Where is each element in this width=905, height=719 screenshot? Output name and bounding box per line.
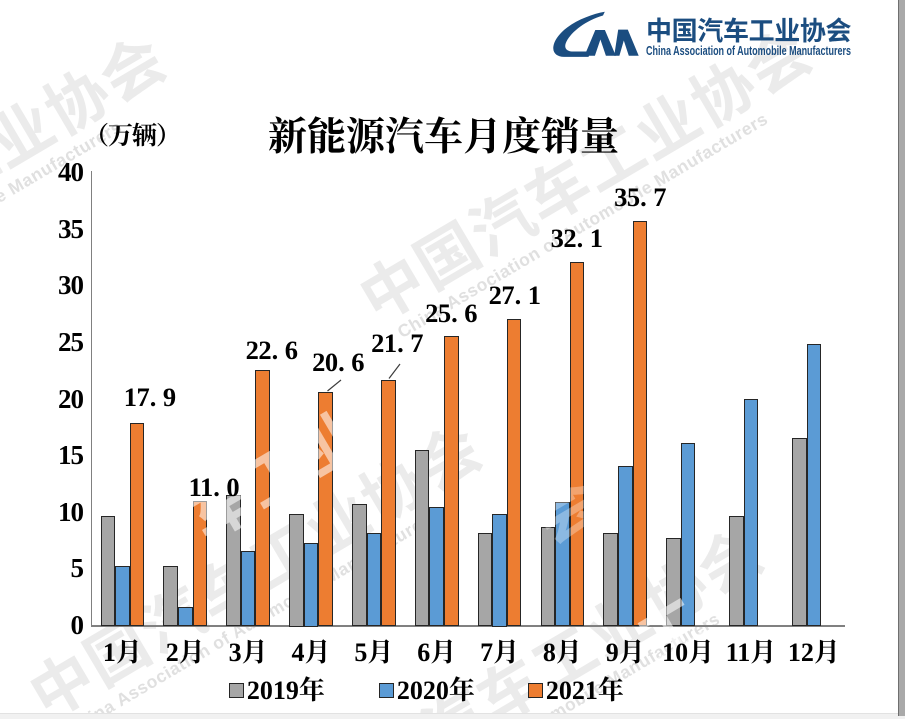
- data-label-25.6: 25. 6: [425, 298, 477, 328]
- x-tick-label-6月: 6月: [417, 638, 457, 667]
- logo-org-name-cjk: 中国汽车工业协会: [646, 11, 852, 48]
- data-label-11.0: 11. 0: [188, 472, 240, 502]
- leader-line-20.6: [327, 379, 342, 392]
- data-label-17.9: 17. 9: [123, 382, 176, 412]
- x-tick-label-10月: 10月: [662, 638, 715, 667]
- horizontal-scrollbar[interactable]: [0, 712, 905, 719]
- x-tick-label-3月: 3月: [228, 638, 268, 667]
- bar-2020年-12月: [806, 343, 822, 627]
- x-tick-label-5月: 5月: [354, 638, 394, 667]
- data-label-22.6: 22. 6: [245, 335, 298, 365]
- bar-2021年-2月: [192, 500, 208, 627]
- y-tick-label-25: 25: [58, 326, 84, 357]
- bar-2021年-3月: [255, 369, 271, 627]
- logo-org-name-en: China Association of Automobile Manufact…: [646, 43, 851, 58]
- data-label-27.1: 27. 1: [488, 279, 541, 310]
- legend-swatch-2021年: [528, 683, 543, 698]
- bar-2019年-2月: [163, 566, 178, 627]
- bar-2020年-2月: [177, 607, 193, 627]
- x-tick-label-1月: 1月: [102, 638, 142, 667]
- bar-2021年-6月: [444, 335, 459, 627]
- decimal-point: .: [338, 347, 345, 377]
- x-tick-label-2月: 2月: [165, 638, 205, 667]
- y-axis-line: [90, 170, 92, 627]
- decimal-point: .: [271, 335, 279, 365]
- y-tick-label-30: 30: [58, 270, 84, 301]
- decimal-point: .: [213, 472, 220, 502]
- legend-label-2019年: 2019年: [246, 676, 325, 705]
- x-tick-label-4月: 4月: [291, 638, 331, 667]
- logo-m-left-peak-icon: [584, 30, 616, 56]
- vertical-scrollbar[interactable]: [897, 0, 905, 716]
- bar-2019年-9月: [603, 532, 618, 627]
- logo-swoosh-c-icon: [553, 11, 605, 57]
- y-tick-label-20: 20: [58, 383, 84, 414]
- bar-2020年-9月: [617, 465, 633, 627]
- x-axis-line: [90, 625, 846, 627]
- leader-line-21.7: [388, 363, 401, 379]
- bar-2020年-3月: [240, 550, 256, 627]
- logo-m-right-peak-icon: [614, 29, 639, 56]
- bar-2020年-5月: [366, 532, 382, 627]
- chart-title: 新能源汽车月度销量: [267, 106, 619, 162]
- decimal-point: .: [640, 181, 647, 212]
- bar-2021年-4月: [318, 392, 333, 627]
- decimal-point: .: [514, 279, 522, 310]
- bar-2020年-1月: [115, 566, 130, 627]
- decimal-point: .: [397, 327, 404, 358]
- bar-2019年-7月: [477, 532, 493, 627]
- decimal-point: .: [451, 298, 458, 328]
- bar-2021年-7月: [506, 318, 522, 627]
- bar-2019年-3月: [226, 495, 241, 627]
- data-label-32.1: 32. 1: [550, 223, 603, 253]
- x-tick-label-12月: 12月: [787, 638, 840, 667]
- legend-label-2020年: 2020年: [396, 676, 475, 705]
- y-axis-unit-label: （万辆）: [84, 116, 181, 152]
- y-tick-label-5: 5: [70, 553, 85, 584]
- x-tick-label-11月: 11月: [725, 638, 777, 667]
- bar-2020年-6月: [429, 506, 444, 627]
- bar-2021年-1月: [129, 422, 145, 627]
- bar-2020年-11月: [743, 399, 759, 627]
- bar-2020年-4月: [303, 542, 319, 627]
- x-tick-label-9月: 9月: [605, 638, 645, 667]
- legend-label-2021年: 2021年: [545, 676, 624, 705]
- bar-2019年-10月: [666, 538, 681, 627]
- bar-2019年-6月: [414, 449, 430, 627]
- decimal-point: .: [149, 382, 157, 412]
- decimal-point: .: [576, 223, 584, 253]
- y-tick-label-35: 35: [58, 213, 84, 244]
- bar-2019年-12月: [791, 437, 807, 627]
- legend-swatch-2019年: [229, 683, 244, 698]
- x-tick-label-8月: 8月: [542, 638, 582, 667]
- bar-2021年-9月: [632, 221, 648, 627]
- caam-logo-mark-icon: [553, 11, 639, 57]
- y-tick-label-10: 10: [58, 496, 84, 527]
- y-tick-label-0: 0: [70, 609, 85, 640]
- bar-2021年-5月: [381, 379, 396, 627]
- data-label-21.7: 21. 7: [371, 327, 423, 358]
- y-tick-label-15: 15: [58, 440, 84, 471]
- x-tick-label-7月: 7月: [480, 638, 520, 667]
- data-label-35.7: 35. 7: [614, 181, 666, 212]
- bar-2021年-8月: [569, 262, 585, 627]
- bar-2019年-8月: [540, 526, 556, 627]
- bar-2020年-10月: [680, 443, 696, 627]
- bar-2019年-11月: [729, 515, 744, 627]
- bar-2019年-4月: [289, 514, 304, 627]
- data-label-20.6: 20. 6: [312, 347, 364, 377]
- bar-2019年-5月: [351, 504, 367, 627]
- bar-2019年-1月: [100, 515, 116, 627]
- bar-2020年-8月: [555, 501, 570, 627]
- bar-2020年-7月: [492, 514, 507, 627]
- y-tick-label-40: 40: [58, 157, 84, 188]
- legend-swatch-2020年: [379, 683, 394, 698]
